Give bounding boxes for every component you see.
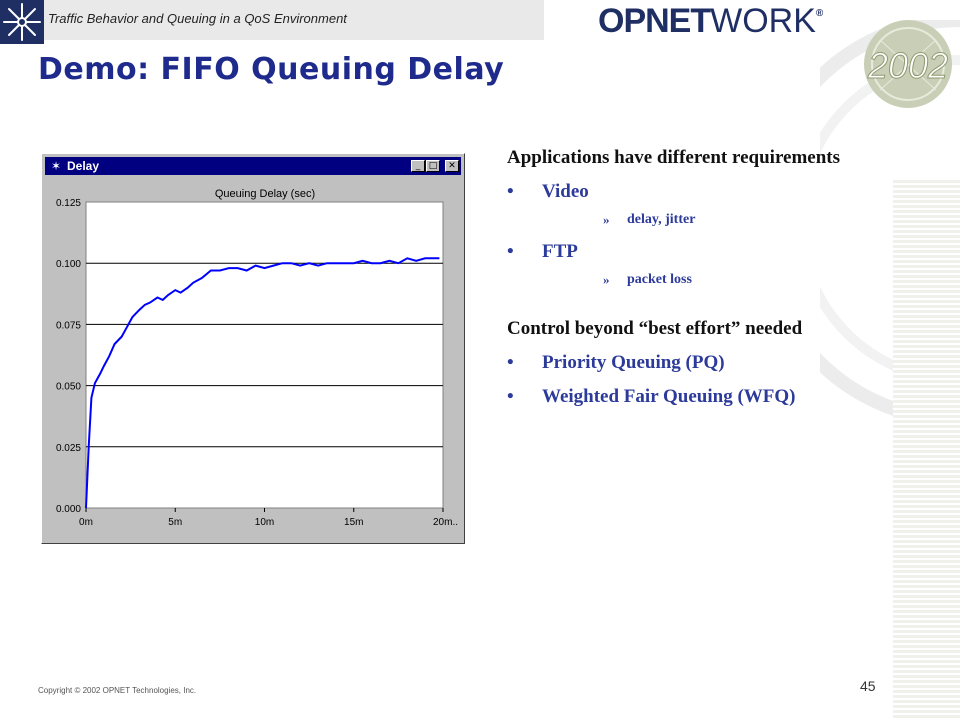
heading-applications: Applications have different requirements [507, 147, 841, 168]
window-titlebar[interactable]: ✶ Delay _ □ ✕ [45, 157, 461, 175]
bullet-ftp-text: FTP [542, 241, 578, 262]
bullet-wfq-text: Weighted Fair Queuing (WFQ) [542, 386, 796, 407]
chart-gridlines [86, 262, 443, 448]
sub-marker: » [603, 272, 610, 287]
x-tick-label: 20m.. [433, 517, 458, 528]
header-subtitle-band [44, 0, 544, 40]
logo-trademark: ® [815, 8, 823, 19]
x-tick-label: 10m [255, 517, 274, 528]
delay-window[interactable]: ✶ Delay _ □ ✕ Queuing Delay (sec) 0.125 0… [41, 153, 465, 544]
window-title: Delay [67, 159, 100, 173]
logo-bold-text: OPNET [598, 2, 711, 40]
list-subitem-ftp: » packet loss [507, 269, 887, 291]
bullet-video-text: Video [542, 181, 589, 202]
y-tick-label: 0.000 [56, 504, 81, 515]
list-item-video: • Video [507, 179, 887, 205]
star-icon [0, 0, 44, 44]
plot-area [85, 201, 444, 509]
bullet-dot: • [507, 241, 514, 262]
y-axis-ticks: 0.125 0.100 0.075 0.050 0.025 0.000 [56, 198, 81, 515]
deck-subtitle: Traffic Behavior and Queuing in a QoS En… [48, 11, 347, 26]
minimize-button[interactable]: _ [411, 160, 425, 172]
sub-video-text: delay, jitter [627, 212, 696, 227]
year-badge: 2002 [867, 45, 948, 86]
maximize-button[interactable]: □ [426, 160, 440, 172]
bullet-list: Applications have different requirements… [507, 144, 887, 410]
list-item-ftp: • FTP [507, 239, 887, 265]
window-star-icon: ✶ [50, 159, 62, 173]
x-tick-label: 5m [168, 517, 182, 528]
chart-title: Queuing Delay (sec) [215, 188, 315, 200]
y-tick-label: 0.075 [56, 320, 81, 331]
bullet-dot: • [507, 386, 514, 407]
y-tick-label: 0.050 [56, 382, 81, 393]
y-tick-label: 0.100 [56, 259, 81, 270]
sub-ftp-text: packet loss [627, 272, 692, 287]
x-axis-ticks: 0m 5m 10m 15m 20m.. [79, 508, 458, 528]
copyright-notice: Copyright © 2002 OPNET Technologies, Inc… [38, 686, 197, 695]
list-subitem-video: » delay, jitter [507, 209, 887, 231]
queuing-delay-chart: Queuing Delay (sec) 0.125 0.100 0.075 0.050… [56, 188, 458, 528]
series-line [85, 257, 440, 509]
x-tick-label: 15m [344, 517, 363, 528]
decorative-stripes [893, 180, 960, 720]
opnet-star-logo [0, 0, 44, 44]
heading-control: Control beyond “best effort” needed [507, 318, 803, 339]
x-tick-label: 0m [79, 517, 93, 528]
page-title: Demo: FIFO Queuing Delay [38, 52, 505, 87]
page-number: 45 [860, 678, 876, 694]
bullet-pq-text: Priority Queuing (PQ) [542, 352, 725, 373]
bullet-dot: • [507, 181, 514, 202]
y-tick-label: 0.125 [56, 198, 81, 209]
y-tick-label: 0.025 [56, 443, 81, 454]
bullet-dot: • [507, 352, 514, 373]
sub-marker: » [603, 212, 610, 227]
opnetwork-logo: OPNETWORK® [598, 2, 823, 41]
list-item-pq: • Priority Queuing (PQ) [507, 350, 887, 376]
logo-thin-text: WORK [710, 2, 816, 40]
decorative-arcs: 2002 [820, 20, 960, 427]
close-button[interactable]: ✕ [445, 160, 459, 172]
list-item-wfq: • Weighted Fair Queuing (WFQ) [507, 384, 887, 410]
